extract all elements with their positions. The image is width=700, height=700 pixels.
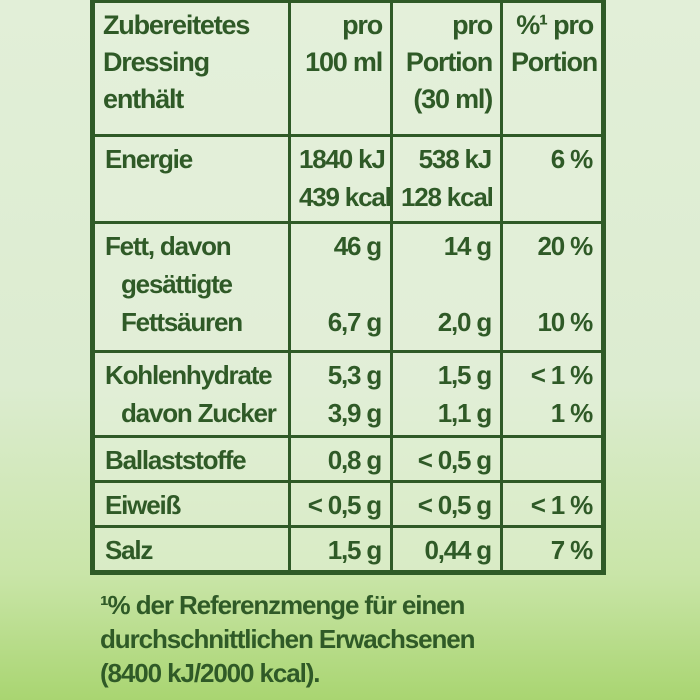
table-row: Ballaststoffe 0,8 g < 0,5 g bbox=[91, 435, 605, 484]
value-per-100ml: 1840 kJ 439 kcal bbox=[288, 133, 393, 224]
table-row: Fett, davon gesättigte Fettsäuren 46 g 6… bbox=[91, 220, 605, 354]
nutrient-name: Fett, davon gesättigte Fettsäuren bbox=[91, 220, 291, 354]
footnote-line: (8400 kJ/2000 kcal). bbox=[100, 658, 321, 688]
table-header-row: Zubereitetes Dressing enthält pro 100 ml… bbox=[91, 0, 605, 137]
value-per-100ml: 5,3 g 3,9 g bbox=[288, 350, 393, 439]
footnote: ¹% der Referenzmenge für einen durchschn… bbox=[100, 588, 660, 690]
nutrient-name: Salz bbox=[91, 524, 291, 575]
table-row: Salz 1,5 g 0,44 g 7 % bbox=[91, 524, 605, 575]
value-per-portion: < 0,5 g bbox=[390, 480, 503, 528]
value-per-100ml: 46 g 6,7 g bbox=[288, 220, 393, 354]
value-percent: 6 % bbox=[500, 133, 605, 224]
value-per-100ml: < 0,5 g bbox=[288, 480, 393, 528]
header-per-portion: pro Portion (30 ml) bbox=[390, 0, 503, 137]
value-percent: 7 % bbox=[500, 524, 605, 575]
nutrition-table: Zubereitetes Dressing enthält pro 100 ml… bbox=[90, 0, 606, 575]
table-row: Eiweiß < 0,5 g < 0,5 g < 1 % bbox=[91, 480, 605, 528]
footnote-line: ¹% der Referenzmenge für einen bbox=[100, 590, 465, 620]
value-per-portion: 14 g 2,0 g bbox=[390, 220, 503, 354]
value-per-portion: 1,5 g 1,1 g bbox=[390, 350, 503, 439]
value-per-portion: 538 kJ 128 kcal bbox=[390, 133, 503, 224]
table-row: Kohlenhydrate davon Zucker 5,3 g 3,9 g 1… bbox=[91, 350, 605, 439]
table-row: Energie 1840 kJ 439 kcal 538 kJ 128 kcal… bbox=[91, 133, 605, 224]
value-percent: 20 % 10 % bbox=[500, 220, 605, 354]
footnote-line: durchschnittlichen Erwachsenen bbox=[100, 624, 476, 654]
value-percent: < 1 % 1 % bbox=[500, 350, 605, 439]
value-per-portion: < 0,5 g bbox=[390, 435, 503, 484]
nutrient-name: Eiweiß bbox=[91, 480, 291, 528]
value-per-portion: 0,44 g bbox=[390, 524, 503, 575]
value-per-100ml: 0,8 g bbox=[288, 435, 393, 484]
header-per-100ml: pro 100 ml bbox=[288, 0, 393, 137]
header-nutrient: Zubereitetes Dressing enthält bbox=[91, 0, 291, 137]
value-per-100ml: 1,5 g bbox=[288, 524, 393, 575]
nutrient-name: Kohlenhydrate davon Zucker bbox=[91, 350, 291, 439]
nutrient-name: Energie bbox=[91, 133, 291, 224]
value-percent: < 1 % bbox=[500, 480, 605, 528]
nutrient-name: Ballaststoffe bbox=[91, 435, 291, 484]
header-percent-portion: %¹ pro Portion bbox=[500, 0, 605, 137]
value-percent bbox=[500, 435, 605, 484]
